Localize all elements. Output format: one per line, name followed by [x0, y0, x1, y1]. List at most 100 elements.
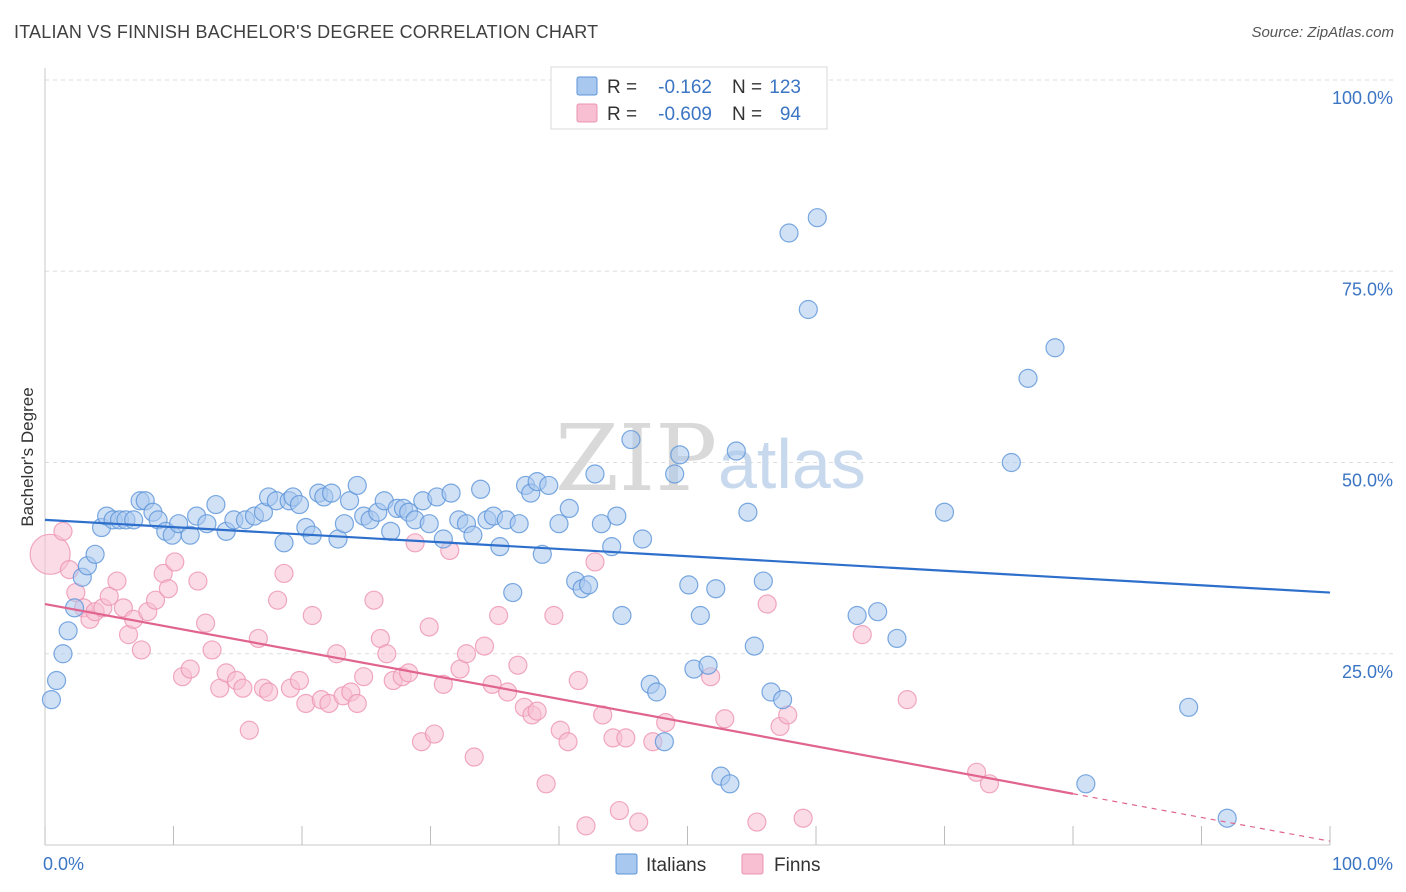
italians-point-112 [1018, 368, 1038, 388]
bottom-legend-swatch-italians [615, 853, 638, 875]
finns-point-89 [852, 625, 872, 645]
trend-lines [44, 518, 1331, 842]
italians-point-55 [419, 514, 439, 534]
italians-point-114 [1076, 774, 1096, 794]
finns-point-68 [536, 774, 556, 794]
finns-point-45 [364, 590, 384, 610]
finns-point-53 [419, 617, 439, 637]
italians-point-83 [612, 605, 632, 626]
legend-r-value-italians: -0.162 [658, 77, 712, 98]
italians-point-80 [591, 514, 612, 534]
y-tick-label-1: 75.0% [1342, 279, 1393, 299]
italians-point-90 [670, 445, 690, 465]
italians-point-108 [868, 602, 888, 622]
finns-point-74 [585, 552, 605, 572]
finns-point-33 [274, 563, 294, 584]
legend-swatch-finns [576, 103, 598, 123]
italians-point-79 [585, 464, 605, 484]
italians-point-49 [381, 521, 401, 541]
italians-point-35 [289, 494, 310, 515]
finns-point-17 [158, 579, 178, 599]
legend-swatch-italians [576, 76, 598, 96]
italians-point-40 [321, 483, 342, 503]
italians-point-0 [41, 690, 62, 710]
legend-n-label-finns: N = [732, 104, 762, 125]
bottom-legend-swatch-finns [741, 853, 764, 875]
series-italians [41, 208, 1237, 828]
finns-point-55 [433, 674, 453, 694]
italians-point-82 [607, 506, 627, 526]
italians-point-97 [720, 774, 740, 794]
italians-point-44 [347, 475, 367, 496]
finns-point-22 [196, 613, 216, 633]
watermark-zip: ZIP [555, 405, 717, 512]
legend-n-label-italians: N = [732, 77, 762, 98]
italians-point-57 [433, 529, 453, 549]
x-tick-labels: 0.0% 100.0% [43, 854, 1393, 874]
italians-point-24 [206, 494, 226, 515]
italians-point-87 [647, 682, 667, 702]
finns-point-9 [107, 571, 127, 591]
italians-point-1 [46, 670, 67, 691]
finns-point-59 [464, 747, 484, 767]
x-tick-label-1: 100.0% [1332, 854, 1393, 874]
finns-point-63 [498, 682, 518, 702]
italians-point-113 [1045, 338, 1065, 358]
finns-point-0 [29, 533, 71, 575]
finns-point-62 [489, 605, 509, 626]
finns-point-51 [405, 533, 425, 553]
chart-title: ITALIAN VS FINNISH BACHELOR'S DEGREE COR… [14, 22, 599, 42]
finns-point-71 [558, 732, 578, 752]
legend-n-value-finns: 94 [780, 104, 802, 125]
finns-point-54 [424, 724, 444, 744]
finns-point-15 [145, 590, 166, 610]
finns-point-18 [165, 552, 185, 572]
italians-point-93 [690, 605, 710, 626]
finns-point-31 [258, 682, 279, 702]
italians-point-88 [654, 732, 674, 752]
italians-point-21 [180, 525, 200, 545]
axes [44, 68, 1331, 846]
italians-point-7 [85, 544, 105, 564]
y-tick-label-2: 50.0% [1342, 471, 1393, 491]
finns-point-85 [757, 594, 777, 614]
legend-r-label-finns: R = [607, 104, 637, 125]
finns-point-64 [508, 655, 528, 675]
italians-point-58 [441, 483, 461, 503]
finns-point-8 [99, 586, 119, 606]
italians-point-84 [621, 429, 641, 450]
finns-point-32 [267, 590, 288, 610]
grid-lines [45, 79, 1393, 655]
finns-point-69 [544, 605, 564, 626]
bottom-legend: Italians Finns [615, 853, 820, 876]
finns-point-20 [180, 659, 200, 679]
finns-point-90 [897, 690, 917, 710]
finns-point-21 [188, 571, 208, 591]
italians-point-95 [706, 579, 726, 599]
italians-point-32 [274, 533, 294, 553]
finns-point-37 [302, 605, 322, 626]
legend-n-value-italians: 123 [769, 77, 801, 98]
italians-point-61 [463, 525, 483, 545]
watermark-atlas: atlas [718, 425, 866, 503]
italians-point-91 [679, 575, 699, 595]
legend-r-label-italians: R = [607, 77, 637, 98]
trend-line-italians [44, 518, 1331, 594]
italians-point-106 [807, 208, 827, 228]
italians-point-73 [539, 475, 559, 496]
italians-point-3 [58, 621, 78, 641]
series-finns [29, 521, 1000, 836]
italians-point-67 [503, 582, 523, 603]
finns-point-13 [131, 640, 151, 660]
source-label: Source: ZipAtlas.com [1251, 24, 1394, 41]
italians-point-109 [887, 628, 907, 649]
watermark: ZIP atlas [555, 405, 866, 512]
x-tick-label-0: 0.0% [43, 854, 84, 874]
finns-point-72 [568, 670, 588, 691]
italians-point-116 [1217, 808, 1237, 828]
y-tick-labels: 100.0% 75.0% 50.0% 25.0% [1332, 88, 1393, 682]
finns-point-73 [576, 816, 596, 836]
trend-line-dashed-finns [1072, 793, 1331, 842]
finns-point-43 [347, 693, 367, 714]
